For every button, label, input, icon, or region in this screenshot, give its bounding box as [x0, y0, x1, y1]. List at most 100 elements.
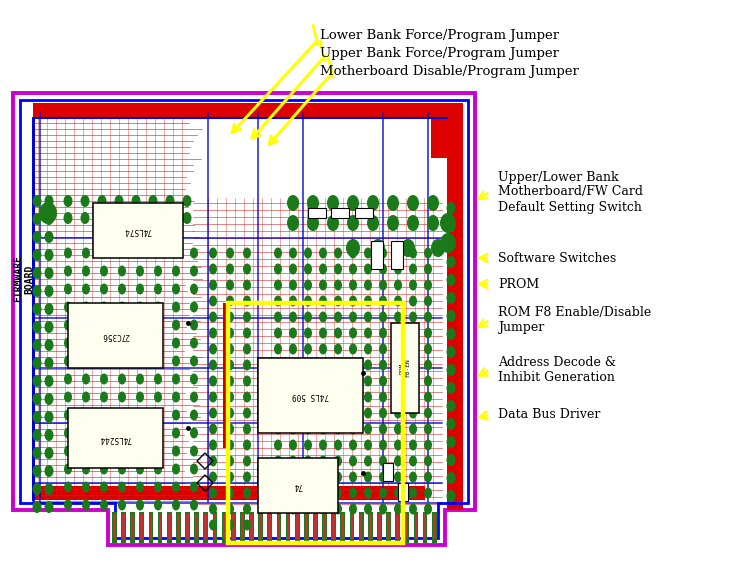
Bar [360, 514, 362, 539]
Ellipse shape [289, 487, 297, 498]
Ellipse shape [334, 487, 342, 498]
Ellipse shape [172, 410, 180, 420]
Ellipse shape [334, 455, 342, 466]
Ellipse shape [274, 311, 282, 323]
Ellipse shape [304, 247, 312, 259]
Ellipse shape [172, 247, 180, 259]
Ellipse shape [209, 439, 217, 451]
Ellipse shape [319, 472, 327, 483]
Bar [331, 208, 349, 218]
Ellipse shape [379, 247, 387, 259]
Ellipse shape [304, 392, 312, 402]
Ellipse shape [274, 407, 282, 419]
Ellipse shape [32, 285, 41, 297]
Ellipse shape [446, 490, 455, 502]
Ellipse shape [446, 274, 455, 286]
Ellipse shape [364, 360, 372, 370]
Bar [415, 514, 417, 539]
Ellipse shape [394, 424, 402, 434]
Ellipse shape [118, 338, 126, 348]
Ellipse shape [131, 195, 140, 207]
Ellipse shape [190, 482, 198, 492]
Ellipse shape [209, 519, 217, 531]
Ellipse shape [190, 464, 198, 474]
Ellipse shape [274, 328, 282, 338]
Ellipse shape [334, 439, 342, 451]
Bar [176, 512, 181, 543]
Ellipse shape [394, 360, 402, 370]
Bar [260, 514, 262, 539]
Ellipse shape [319, 328, 327, 338]
Bar [148, 512, 153, 543]
Ellipse shape [32, 267, 41, 279]
Ellipse shape [64, 195, 73, 207]
Ellipse shape [136, 446, 144, 456]
Ellipse shape [226, 375, 234, 387]
Ellipse shape [80, 195, 89, 207]
Ellipse shape [349, 487, 357, 498]
Ellipse shape [379, 328, 387, 338]
Ellipse shape [274, 439, 282, 451]
Bar [223, 514, 226, 539]
Ellipse shape [166, 212, 175, 224]
Ellipse shape [243, 487, 251, 498]
Ellipse shape [64, 392, 72, 402]
Ellipse shape [154, 500, 162, 510]
Bar [314, 514, 316, 539]
Ellipse shape [100, 247, 108, 259]
Ellipse shape [274, 392, 282, 402]
Bar [371, 241, 383, 269]
Bar [258, 512, 263, 543]
Ellipse shape [118, 247, 126, 259]
Ellipse shape [209, 311, 217, 323]
Ellipse shape [349, 343, 357, 355]
Ellipse shape [115, 195, 124, 207]
Ellipse shape [243, 328, 251, 338]
Ellipse shape [304, 487, 312, 498]
Bar [295, 512, 299, 543]
Ellipse shape [304, 407, 312, 419]
Ellipse shape [274, 343, 282, 355]
Ellipse shape [334, 264, 342, 274]
Ellipse shape [274, 264, 282, 274]
Ellipse shape [427, 215, 439, 231]
Ellipse shape [394, 455, 402, 466]
Bar [340, 512, 345, 543]
Ellipse shape [394, 407, 402, 419]
Ellipse shape [172, 374, 180, 384]
Ellipse shape [100, 500, 108, 510]
Ellipse shape [424, 439, 432, 451]
Ellipse shape [100, 446, 108, 456]
Bar [212, 512, 217, 543]
Ellipse shape [209, 487, 217, 498]
Ellipse shape [154, 265, 162, 277]
Ellipse shape [136, 247, 144, 259]
Ellipse shape [209, 407, 217, 419]
Ellipse shape [190, 247, 198, 259]
Ellipse shape [190, 392, 198, 402]
Ellipse shape [32, 465, 41, 477]
Bar [267, 512, 272, 543]
Ellipse shape [131, 212, 140, 224]
Ellipse shape [349, 504, 357, 514]
Ellipse shape [379, 311, 387, 323]
Ellipse shape [349, 407, 357, 419]
Ellipse shape [226, 360, 234, 370]
Ellipse shape [136, 392, 144, 402]
Text: ROM F8 Enable/Disable
Jumper: ROM F8 Enable/Disable Jumper [498, 306, 651, 334]
Ellipse shape [118, 464, 126, 474]
Bar [369, 514, 372, 539]
Ellipse shape [387, 215, 399, 231]
Ellipse shape [32, 231, 41, 243]
Ellipse shape [32, 321, 41, 333]
Ellipse shape [274, 296, 282, 306]
Bar [447, 486, 463, 510]
Ellipse shape [32, 213, 41, 225]
Ellipse shape [319, 360, 327, 370]
Ellipse shape [44, 213, 53, 225]
Ellipse shape [209, 264, 217, 274]
Ellipse shape [44, 429, 53, 441]
Ellipse shape [289, 279, 297, 291]
Ellipse shape [44, 447, 53, 459]
Bar [358, 512, 364, 543]
